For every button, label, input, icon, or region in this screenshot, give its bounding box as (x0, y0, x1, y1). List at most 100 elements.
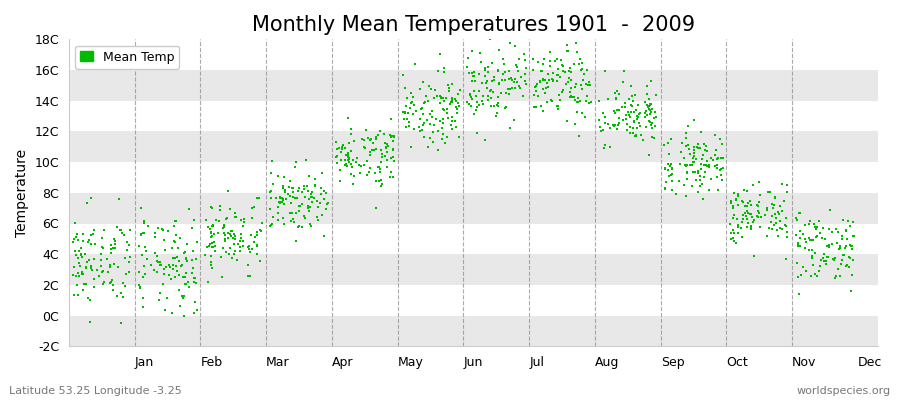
Point (731, 191, 745, 197)
Point (97, 279, 112, 285)
Point (228, 230, 242, 237)
Point (137, 217, 151, 224)
Point (479, 80, 493, 86)
Point (75, 254, 89, 260)
Point (439, 134, 454, 140)
Point (228, 248, 242, 254)
Point (249, 232, 264, 239)
Point (446, 99, 460, 105)
Point (70, 270, 85, 276)
Point (570, 49, 584, 56)
Point (573, 98, 588, 104)
Point (546, 77, 561, 84)
Point (564, 77, 579, 84)
Point (642, 118, 656, 124)
Point (518, 78, 533, 84)
Point (492, 81, 507, 87)
Point (829, 273, 843, 280)
Point (106, 287, 121, 293)
Point (704, 155, 718, 161)
Point (665, 166, 680, 172)
Point (592, 98, 607, 104)
Point (689, 144, 704, 150)
Point (340, 150, 355, 156)
Point (467, 30, 482, 36)
Point (189, 307, 203, 314)
Point (444, 98, 458, 105)
Point (116, 293, 130, 300)
Point (486, 103, 500, 109)
Point (665, 178, 680, 184)
Point (767, 222, 781, 229)
Point (329, 159, 344, 166)
Point (661, 161, 675, 167)
Point (575, 77, 590, 84)
Point (222, 206, 237, 212)
Point (478, 67, 492, 74)
Point (272, 198, 286, 205)
Point (152, 296, 166, 303)
Bar (69, 70, 878, 101)
Point (292, 202, 306, 209)
Point (662, 172, 676, 179)
Point (812, 268, 826, 274)
Point (174, 263, 188, 269)
Point (551, 103, 565, 109)
Point (176, 295, 190, 301)
Point (360, 172, 374, 178)
Point (387, 133, 401, 140)
Point (464, 92, 478, 98)
Point (612, 120, 626, 126)
Point (709, 162, 724, 168)
Point (536, 108, 551, 114)
Point (161, 228, 176, 234)
Point (335, 144, 349, 150)
Point (355, 136, 369, 142)
Point (809, 233, 824, 240)
Point (564, 69, 579, 75)
Point (778, 222, 792, 229)
Point (730, 216, 744, 222)
Point (752, 199, 766, 205)
Point (374, 182, 388, 189)
Point (408, 61, 422, 67)
Point (560, 118, 574, 124)
Point (431, 128, 446, 135)
Point (745, 214, 760, 220)
Point (842, 242, 857, 248)
Point (511, 68, 526, 74)
Point (416, 111, 430, 117)
Point (397, 109, 411, 115)
Point (207, 243, 221, 249)
Point (497, 35, 511, 41)
Point (68, 233, 83, 240)
Point (162, 272, 176, 278)
Point (419, 93, 434, 100)
Point (178, 256, 193, 262)
Point (704, 176, 718, 182)
Point (171, 245, 185, 252)
Point (745, 182, 760, 189)
Point (644, 125, 659, 132)
Point (480, 78, 494, 84)
Point (630, 116, 644, 123)
Point (829, 226, 843, 232)
Point (409, 108, 423, 114)
Point (715, 140, 729, 147)
Point (86, 226, 101, 233)
Point (90, 267, 104, 274)
Point (136, 274, 150, 280)
Point (221, 234, 236, 241)
Point (640, 112, 654, 119)
Point (643, 102, 657, 108)
Point (440, 106, 454, 112)
Point (696, 196, 710, 202)
Point (743, 226, 758, 232)
Point (555, 62, 570, 69)
Point (830, 240, 844, 246)
Point (464, 103, 479, 109)
Point (845, 219, 859, 226)
Point (282, 184, 296, 190)
Point (729, 239, 743, 246)
Point (617, 100, 632, 106)
